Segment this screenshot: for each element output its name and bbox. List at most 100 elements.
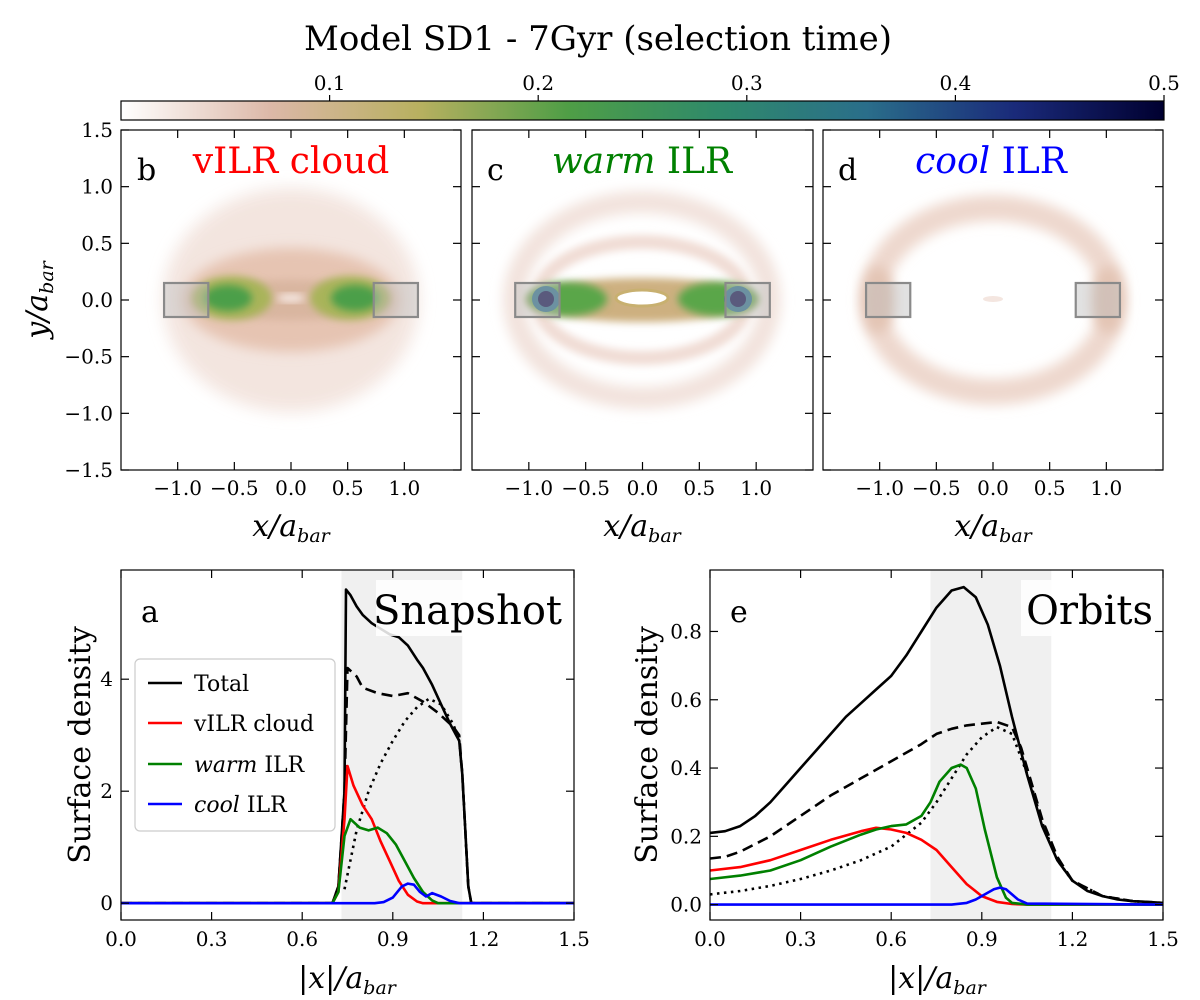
colorbar-ticks: 0.1 0.2 0.3 0.4 0.5 (314, 71, 1180, 101)
x-tick-label: 0.5 (332, 476, 364, 500)
colorbar-tick-label: 0.5 (1148, 71, 1180, 95)
series-line (710, 886, 1163, 906)
series-line (710, 720, 1163, 905)
colorbar-tick-label: 0.3 (731, 71, 763, 95)
x-tick-label: 1.0 (388, 476, 420, 500)
selection-boxes-d (864, 281, 1122, 319)
x-tick-label: 0.9 (966, 927, 998, 951)
series-line (121, 882, 574, 905)
selection-box (1074, 281, 1122, 319)
x-tick-label: −0.5 (561, 476, 610, 500)
x-tick-label: 0.0 (275, 476, 307, 500)
y-tick-label: 0.6 (670, 688, 702, 712)
panel-a-ylabel: Surface density (63, 626, 98, 864)
panel-b: −1.0 −0.5 0.0 0.5 1.0 1.5 1.0 0.5 0.0 −0.5 −1.0 −1.… (20, 118, 462, 547)
series-line (121, 666, 574, 905)
panel-e: 0.0 0.3 0.6 0.9 1.2 1.5 0.0 0.2 0.4 0.6 0.8 e Orbi… (630, 569, 1179, 999)
x-tick-label: 1.5 (558, 927, 590, 951)
y-tick-label: 2 (100, 779, 113, 803)
y-tick-label: 0.4 (670, 756, 702, 780)
x-tick-label: 1.0 (740, 476, 772, 500)
x-tick-label: 1.0 (1090, 476, 1122, 500)
panel-b-xlabel: x/abar (252, 509, 331, 547)
figure-title: Model SD1 - 7Gyr (selection time) (304, 19, 892, 59)
y-tick-label: 0.0 (81, 288, 113, 312)
density-peak-left (538, 291, 554, 307)
x-tick-label: −1.0 (153, 476, 202, 500)
colorbar-tick-label: 0.4 (939, 71, 971, 95)
panel-a-letter: a (141, 595, 159, 630)
panel-c: −1.0 −0.5 0.0 0.5 1.0 c warm ILR x/abar (471, 129, 814, 547)
y-tick-label: −1.5 (64, 458, 113, 482)
panel-d-xlabel: x/abar (954, 509, 1033, 547)
colorbar-tick-label: 0.2 (522, 71, 554, 95)
panel-b-label: vILR cloud (192, 141, 390, 182)
density-center-hole (277, 294, 305, 302)
panel-e-series (710, 585, 1163, 906)
y-tick-label: −0.5 (64, 345, 113, 369)
legend-box (134, 658, 336, 832)
x-tick-label: −0.5 (210, 476, 259, 500)
legend-label-warm: warm ILR (194, 753, 306, 778)
legend-label-vilr: vILR cloud (193, 712, 314, 737)
selection-boxes-b (162, 281, 420, 319)
panel-b-ylabel: y/abar (20, 259, 58, 340)
panel-d: −1.0 −0.5 0.0 0.5 1.0 d cool ILR x/abar (822, 129, 1164, 547)
y-tick-label: 0.5 (81, 231, 113, 255)
panel-d-label: cool ILR (915, 141, 1068, 182)
selection-box (724, 281, 771, 319)
density-peak-right (730, 291, 746, 307)
series-line (343, 697, 470, 890)
colorbar-tick-label: 0.1 (314, 71, 346, 95)
x-tick-label: 0.5 (1034, 476, 1066, 500)
x-tick-label: −0.5 (912, 476, 961, 500)
selection-box (864, 281, 912, 319)
panel-e-frame (709, 569, 1164, 921)
selection-box (514, 281, 561, 319)
panel-d-letter: d (838, 153, 857, 188)
panel-c-letter: c (487, 153, 504, 188)
selection-box (162, 281, 210, 319)
panel-a-title: Snapshot (373, 588, 562, 634)
panel-e-ylabel: Surface density (630, 626, 665, 864)
x-tick-label: 0.6 (286, 927, 318, 951)
panel-e-ticks: 0.0 0.3 0.6 0.9 1.2 1.5 0.0 0.2 0.4 0.6 0.8 (670, 570, 1179, 951)
x-tick-label: 0.0 (105, 927, 137, 951)
panel-a-title-bg (376, 580, 566, 636)
panel-b-letter: b (137, 153, 156, 188)
series-line (710, 585, 1163, 905)
x-tick-label: 1.5 (1147, 927, 1179, 951)
panel-a-series (121, 588, 574, 905)
series-line (710, 763, 1163, 906)
panel-e-xlabel: |x|/abar (888, 961, 988, 999)
panel-e-title: Orbits (1026, 588, 1153, 634)
y-tick-label: 1.0 (81, 175, 113, 199)
panel-a-xlabel: |x|/abar (298, 961, 398, 999)
panel-b-ticks: −1.0 −0.5 0.0 0.5 1.0 1.5 1.0 0.5 0.0 −0.5 −1.0 −1.… (64, 118, 461, 500)
selection-box (372, 281, 420, 319)
panel-c-label: warm ILR (552, 141, 733, 182)
panel-b-density (163, 188, 419, 412)
panel-a-ticks: 0.0 0.3 0.6 0.9 1.2 1.5 0 2 4 (100, 570, 590, 951)
panel-e-title-bg (1021, 580, 1155, 636)
panel-a-frame (120, 569, 575, 921)
legend-label-cool: cool ILR (194, 793, 288, 818)
x-tick-label: 0.6 (875, 927, 907, 951)
x-tick-label: 0.0 (627, 476, 659, 500)
panel-e-letter: e (730, 595, 748, 630)
density-center (983, 296, 1003, 302)
x-tick-label: 0.0 (977, 476, 1009, 500)
y-tick-label: 0.2 (670, 824, 702, 848)
x-tick-label: −1.0 (505, 476, 554, 500)
panel-c-ticks: −1.0 −0.5 0.0 0.5 1.0 (472, 129, 813, 500)
selection-boxes-c (514, 281, 771, 319)
x-tick-label: 0.0 (694, 927, 726, 951)
y-tick-label: 0.0 (670, 893, 702, 917)
y-tick-label: −1.0 (64, 401, 113, 425)
density-core-right (331, 285, 379, 311)
panel-c-xlabel: x/abar (603, 509, 682, 547)
legend-label-total: Total (194, 672, 249, 697)
y-tick-label: 4 (100, 667, 113, 691)
x-tick-label: 0.5 (683, 476, 715, 500)
